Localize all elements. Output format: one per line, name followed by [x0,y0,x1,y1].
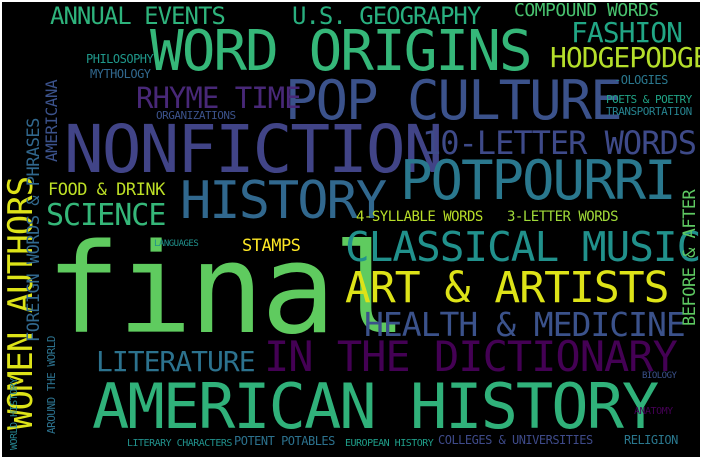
word-americana: AMERICANA [42,79,61,162]
word-fashion: FASHION [571,16,683,49]
word-literature: LITERATURE [96,345,256,378]
word-potent-potables: POTENT POTABLES [234,434,335,448]
word-science: SCIENCE [46,198,166,233]
word-stamps: STAMPS [242,236,301,256]
word-annual-events: ANNUAL EVENTS [50,2,226,30]
word-before-after: BEFORE & AFTER [680,189,700,326]
word-foreign-words-phrases: FOREIGN WORDS & PHRASES [24,118,44,342]
word-potpourri: POTPOURRI [400,149,677,212]
word-literary-characters: LITERARY CHARACTERS [127,438,232,449]
word-10-letter-words: 10-LETTER WORDS [422,124,697,162]
word-around-the-world: AROUND THE WORLD [45,336,58,434]
word-colleges-universities: COLLEGES & UNIVERSITIES [438,433,593,447]
word-history: HISTORY [180,171,387,231]
word-biology: BIOLOGY [642,371,677,381]
word-3-letter-words: 3-LETTER WORDS [507,209,619,225]
word-languages: LANGUAGES [154,239,199,249]
word-world-history: WORLD HISTORY [9,378,20,450]
word-ologies: -OLOGIES [614,73,668,87]
word-art-artists: ART & ARTISTS [345,263,670,313]
word-mythology: MYTHOLOGY [90,67,151,81]
word-rhyme-time: RHYME TIME [136,81,302,115]
word-health-medicine: HEALTH & MEDICINE [364,305,686,344]
word-in-the-dictionary: IN THE DICTIONARY [264,332,678,381]
word-transportation: TRANSPORTATION [606,105,692,118]
word-word-origins: WORD ORIGINS [150,19,533,84]
word-food-drink: FOOD & DRINK [48,180,165,200]
word-poets-poetry: POETS & POETRY [606,93,692,106]
word-compound-words: COMPOUND WORDS [514,2,659,21]
word-4-syllable-words: 4-SYLLABLE WORDS [356,209,483,225]
word-final: final [46,218,407,362]
word-religion: RELIGION [624,433,678,447]
word-us-geography: U.S. GEOGRAPHY [292,2,481,30]
word-organizations: ORGANIZATIONS [156,109,236,122]
word-anatomy: ANATOMY [634,406,673,417]
word-philosophy: PHILOSOPHY [86,52,154,66]
word-european-history: EUROPEAN HISTORY [345,438,434,449]
word-classical-music: CLASSICAL MUSIC [345,223,700,271]
word-nonfiction: NONFICTION [64,111,443,188]
word-american-history: AMERICAN HISTORY [92,370,659,443]
word-pop-culture: POP CULTURE [285,69,623,132]
word-hodgepodge: HODGEPODGE [550,41,700,74]
